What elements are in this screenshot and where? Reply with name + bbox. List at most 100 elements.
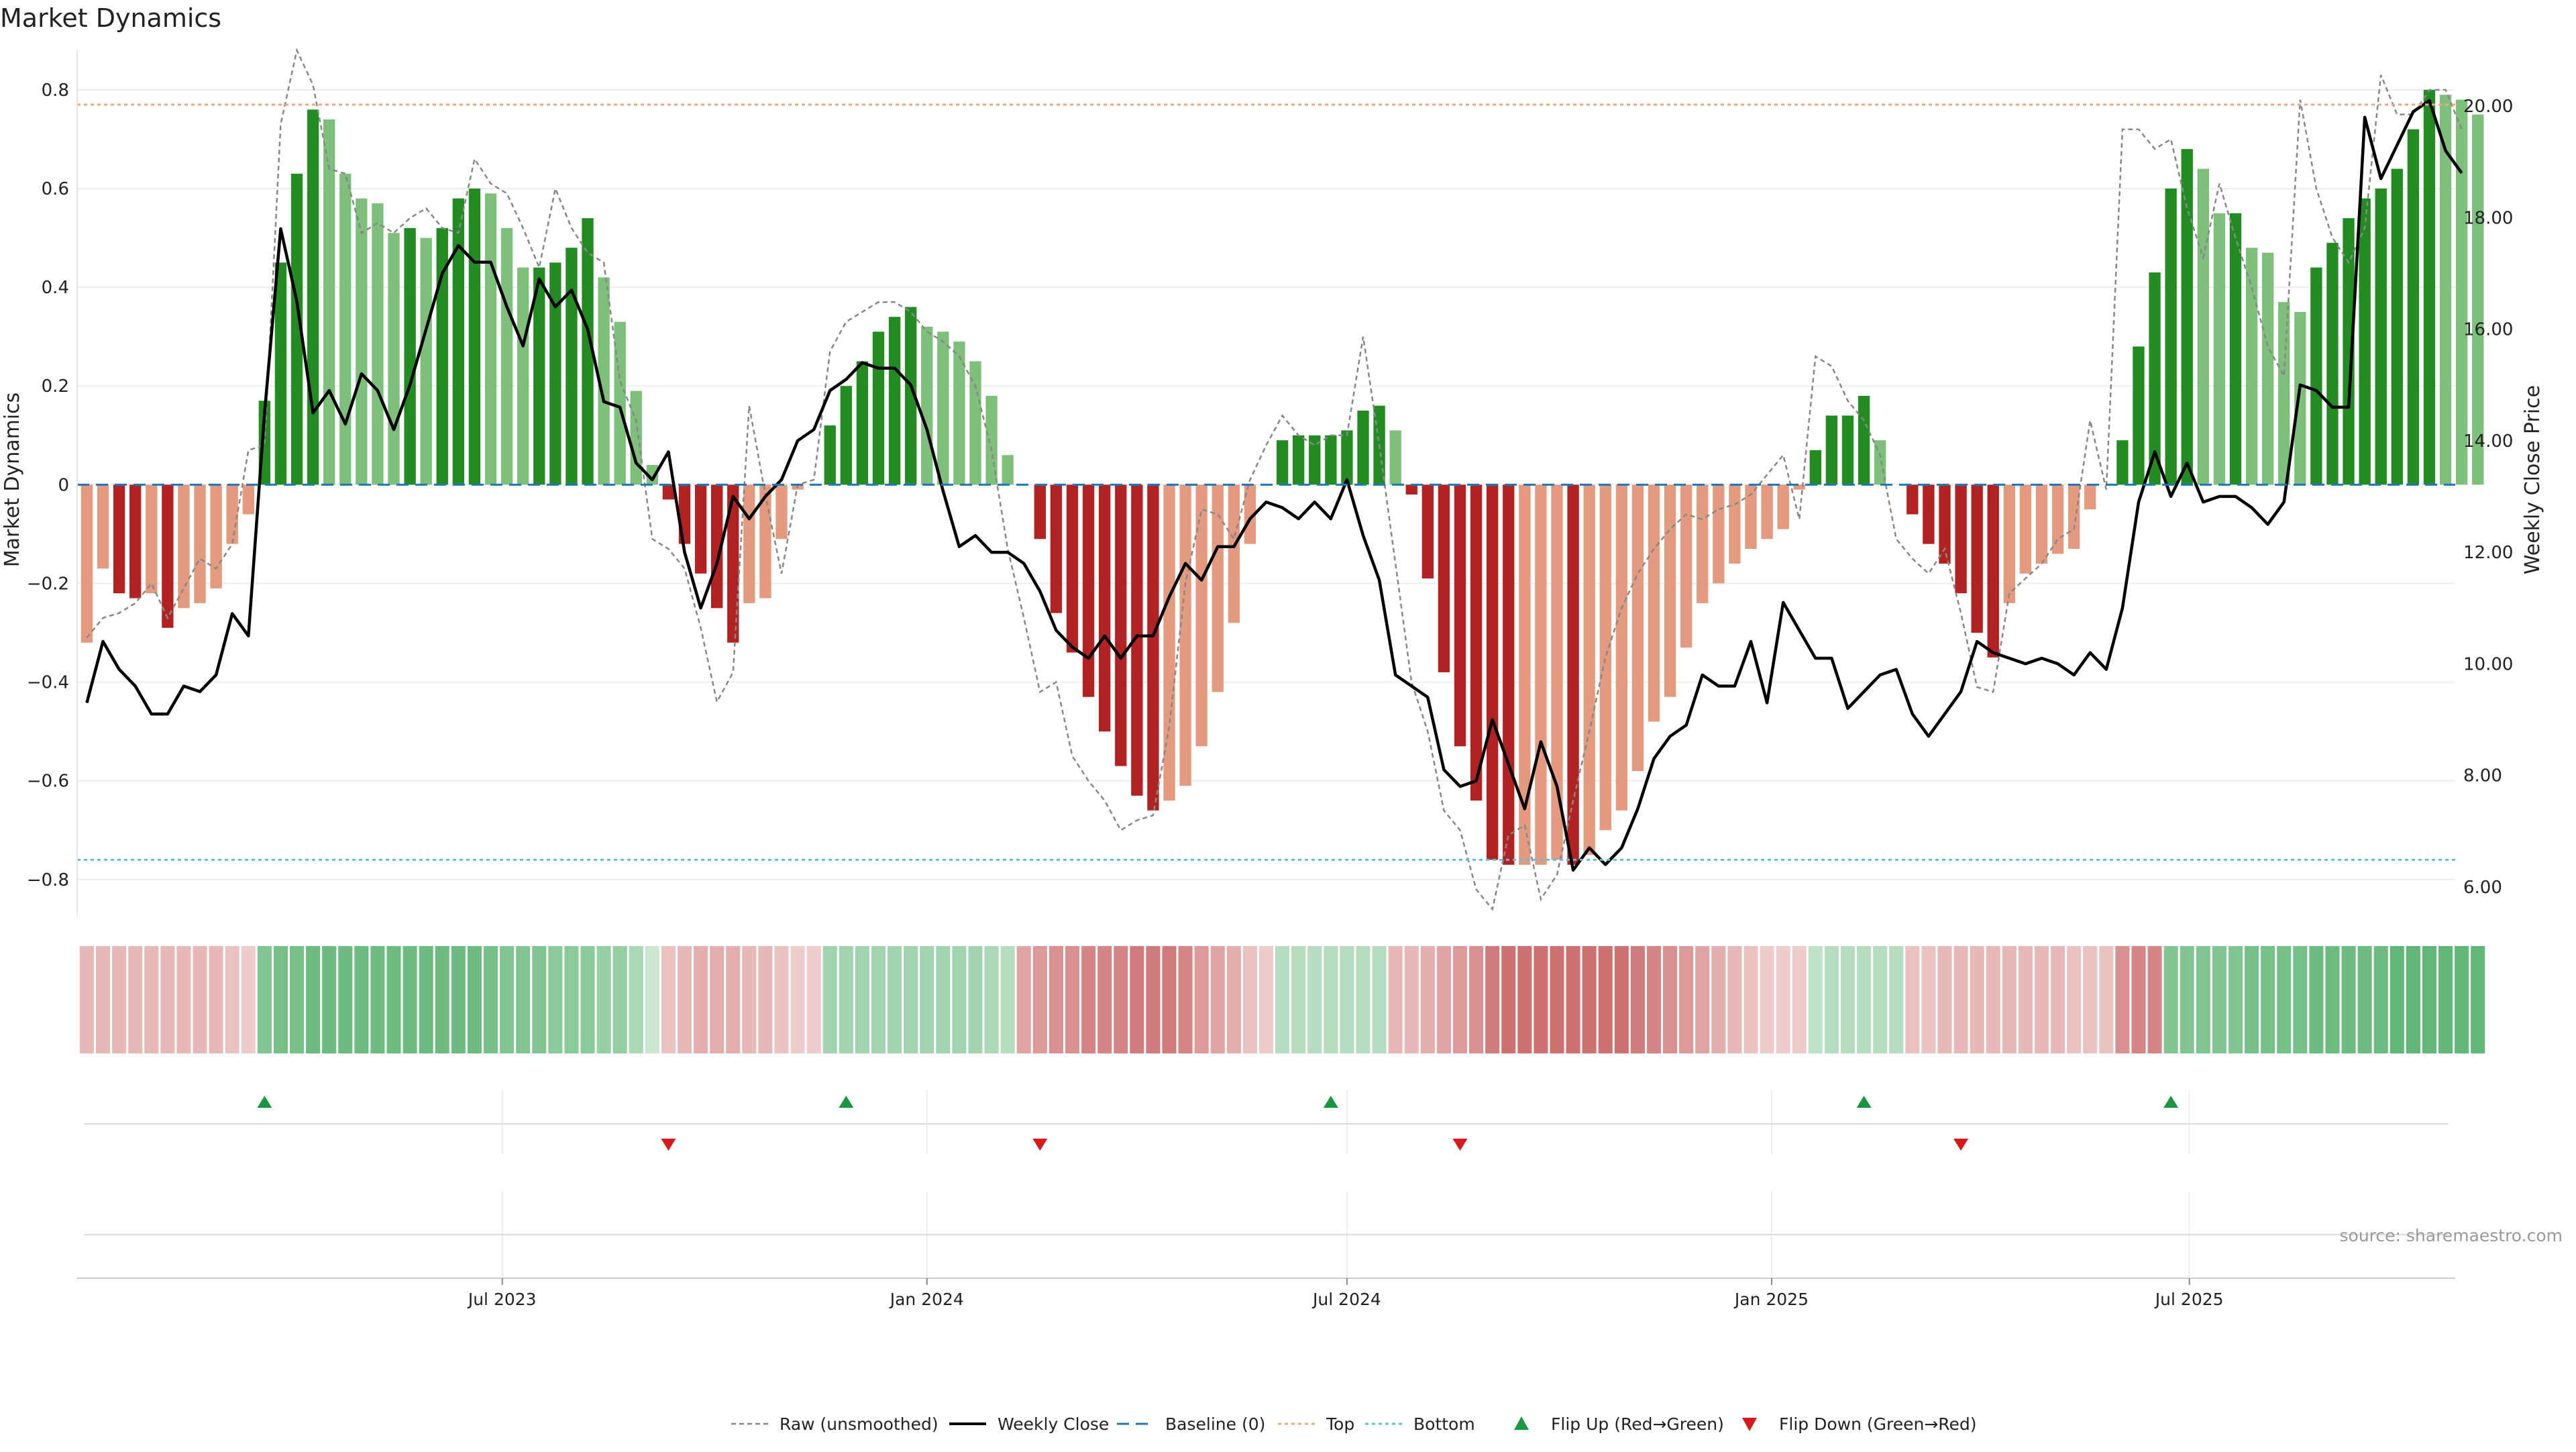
flip-down-marker — [1953, 1139, 1969, 1151]
regime-cell — [1679, 946, 1694, 1053]
line-series — [85, 48, 2463, 911]
y-tick-label: 0.8 — [42, 81, 69, 101]
bar — [921, 326, 933, 485]
bar — [2439, 95, 2452, 485]
regime-cell — [1485, 946, 1500, 1053]
regime-cell — [2373, 946, 2388, 1053]
bar — [129, 484, 142, 599]
regime-cell — [936, 946, 951, 1053]
regime-cell — [1970, 946, 1984, 1053]
bar — [2294, 311, 2306, 485]
legend-item-raw-label: Raw (unsmoothed) — [780, 1414, 938, 1434]
bar — [1858, 395, 1870, 485]
bar — [1923, 484, 1935, 544]
regime-cell — [1630, 946, 1645, 1053]
regime-cell — [1146, 946, 1161, 1053]
bar — [2068, 484, 2080, 549]
regime-cell — [580, 946, 595, 1053]
bar — [80, 484, 93, 643]
chart-title: Market Dynamics — [0, 3, 221, 33]
regime-cell — [144, 946, 159, 1053]
bar — [323, 119, 335, 485]
bar — [1438, 484, 1450, 672]
bar — [1195, 484, 1208, 747]
bar — [985, 395, 998, 485]
regime-cell — [790, 946, 805, 1053]
bar — [1486, 484, 1499, 860]
regime-cell — [112, 946, 127, 1053]
bar — [646, 464, 659, 485]
bar — [549, 262, 561, 485]
x-tick-label: Jan 2025 — [1733, 1290, 1809, 1309]
bar — [274, 262, 287, 485]
flip-up-marker — [2163, 1096, 2179, 1108]
bar — [1050, 484, 1063, 613]
regime-cell — [2245, 946, 2259, 1053]
regime-cell — [2067, 946, 2082, 1053]
regime-cell — [871, 946, 886, 1053]
regime-cell — [2163, 946, 2178, 1053]
bar — [1179, 484, 1191, 786]
bar — [1503, 484, 1515, 865]
regime-cell — [160, 946, 175, 1053]
regime-cell — [225, 946, 239, 1053]
regime-cell — [1210, 946, 1225, 1053]
regime-cell — [726, 946, 741, 1053]
regime-cell — [1324, 946, 1338, 1053]
bar — [194, 484, 206, 603]
regime-cell — [1178, 946, 1193, 1053]
regime-cell — [2357, 946, 2372, 1053]
regime-cell — [1162, 946, 1177, 1053]
bar — [339, 173, 352, 485]
bar — [242, 484, 254, 515]
bar — [1777, 484, 1789, 529]
bar — [2019, 484, 2032, 574]
regime-cell — [968, 946, 983, 1053]
regime-cell — [1550, 946, 1564, 1053]
bar — [517, 267, 529, 485]
regime-cell — [306, 946, 321, 1053]
reference-lines — [77, 103, 2455, 861]
bar — [1066, 484, 1079, 653]
bar — [1825, 415, 1838, 485]
regime-cell — [386, 946, 401, 1053]
regime-cell — [402, 946, 417, 1053]
bar — [2197, 168, 2209, 485]
bar — [307, 109, 319, 485]
regime-cell — [1307, 946, 1322, 1053]
bar — [2245, 248, 2258, 485]
bar — [2213, 213, 2226, 485]
bar — [1099, 484, 1111, 732]
legend-item-flip_down-label: Flip Down (Green→Red) — [1779, 1414, 1977, 1434]
bar — [1615, 484, 1627, 811]
regime-cell — [1000, 946, 1015, 1053]
bar — [500, 227, 513, 485]
legend-item-top-label: Top — [1326, 1414, 1354, 1434]
flip-markers-panel — [84, 1090, 2449, 1278]
bar — [1292, 435, 1305, 485]
bar — [2472, 114, 2484, 485]
regime-cell — [193, 946, 207, 1053]
bar — [1163, 484, 1175, 801]
regime-cell — [1469, 946, 1484, 1053]
regime-cell — [2422, 946, 2437, 1053]
regime-cell — [257, 946, 272, 1053]
bar — [694, 484, 707, 574]
regime-cell — [1420, 946, 1435, 1053]
y-tick-label: −0.2 — [27, 574, 69, 594]
regime-cell — [1194, 946, 1209, 1053]
regime-cell — [661, 946, 676, 1053]
bar — [2278, 302, 2290, 485]
y2-tick-label: 8.00 — [2463, 766, 2502, 786]
bar — [113, 484, 125, 594]
bar — [1115, 484, 1127, 766]
regime-cell — [2115, 946, 2130, 1053]
bar — [2455, 99, 2468, 485]
regime-cell — [645, 946, 659, 1053]
regime-cell — [176, 946, 191, 1053]
bar — [1955, 484, 1967, 594]
y-tick-label: −0.4 — [27, 673, 69, 693]
bar — [743, 484, 755, 603]
regime-cell — [2083, 946, 2098, 1053]
